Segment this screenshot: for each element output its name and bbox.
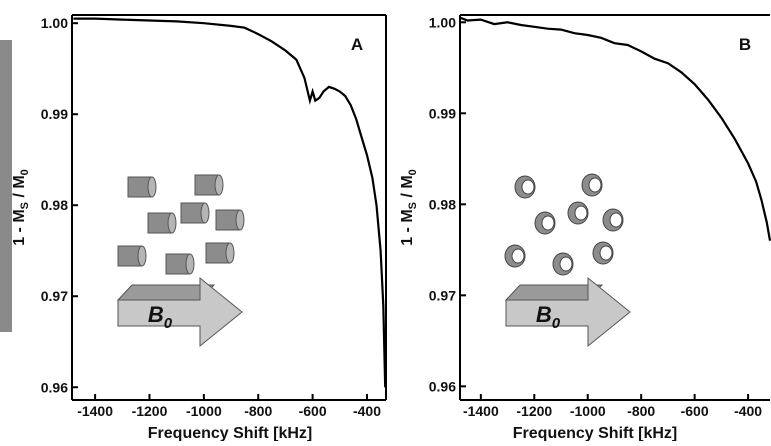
y-tick-label: 0.96: [41, 379, 68, 395]
y-tick-label: 0.98: [41, 197, 68, 213]
x-axis-label: Frequency Shift [kHz]: [513, 425, 677, 441]
x-tick-label: -1400: [463, 403, 499, 419]
x-tick-label: -400: [734, 403, 762, 419]
y-tick-label: 1.00: [429, 14, 456, 30]
x-tick-label: -400: [353, 403, 381, 419]
ring-hole: [511, 248, 525, 264]
y-tick-label: 0.96: [429, 378, 456, 394]
ring-hole: [609, 212, 623, 228]
x-tick-label: -600: [681, 403, 709, 419]
x-axis-label: Frequency Shift [kHz]: [148, 425, 312, 441]
y-tick-label: 0.97: [41, 288, 68, 304]
x-tick-label: -600: [299, 403, 327, 419]
cylinder-end: [225, 242, 235, 264]
x-tick-label: -800: [627, 403, 655, 419]
cylinder-end: [200, 202, 210, 224]
cylinder-end: [167, 212, 177, 234]
data-line: [73, 17, 387, 388]
y-label-part: 1 - M: [399, 209, 416, 245]
x-tick-label: -1000: [186, 403, 222, 419]
cylinder-end: [147, 176, 157, 198]
field-label: B0: [148, 302, 173, 332]
y-tick-label: 0.98: [429, 196, 456, 212]
ring-hole: [599, 245, 613, 261]
x-tick-label: -1400: [77, 403, 113, 419]
cylinder-end: [137, 245, 147, 267]
y-tick-label: 0.99: [429, 105, 456, 121]
cropped-image-edge: [0, 40, 12, 332]
field-symbol: B: [148, 302, 164, 327]
y-label-sub: 0: [407, 169, 419, 175]
field-symbol: B: [536, 302, 552, 327]
cylinder-end: [235, 209, 245, 231]
y-tick-label: 1.00: [41, 15, 68, 31]
cylinder-end: [214, 174, 224, 196]
x-tick-label: -1000: [570, 403, 606, 419]
data-line: [459, 16, 771, 241]
ring-hole: [559, 256, 573, 272]
y-label-sub: S: [407, 202, 419, 209]
field-label: B0: [536, 302, 561, 332]
ring-hole: [574, 205, 588, 221]
panel-label: A: [351, 35, 363, 54]
field-subscript: 0: [164, 315, 173, 332]
x-tick-label: -1200: [516, 403, 552, 419]
field-subscript: 0: [552, 315, 561, 332]
ring-hole: [588, 177, 602, 193]
field-arrow: [117, 276, 243, 348]
y-tick-label: 0.99: [41, 106, 68, 122]
ring-hole: [521, 179, 535, 195]
y-tick-label: 0.97: [429, 287, 456, 303]
x-tick-label: -800: [244, 403, 272, 419]
panel-label: B: [739, 35, 751, 54]
y-label-part: 1 - M: [11, 209, 28, 245]
y-axis-label: 1 - MS / M0: [399, 169, 419, 246]
cylinder-end: [185, 253, 195, 275]
y-label-sub: S: [19, 202, 31, 209]
field-arrow: [505, 276, 631, 348]
y-label-part: / M: [11, 175, 28, 202]
y-axis-label: 1 - MS / M0: [11, 169, 31, 246]
y-label-part: / M: [399, 175, 416, 202]
y-label-sub: 0: [19, 169, 31, 175]
ring-hole: [541, 215, 555, 231]
x-tick-label: -1200: [132, 403, 168, 419]
